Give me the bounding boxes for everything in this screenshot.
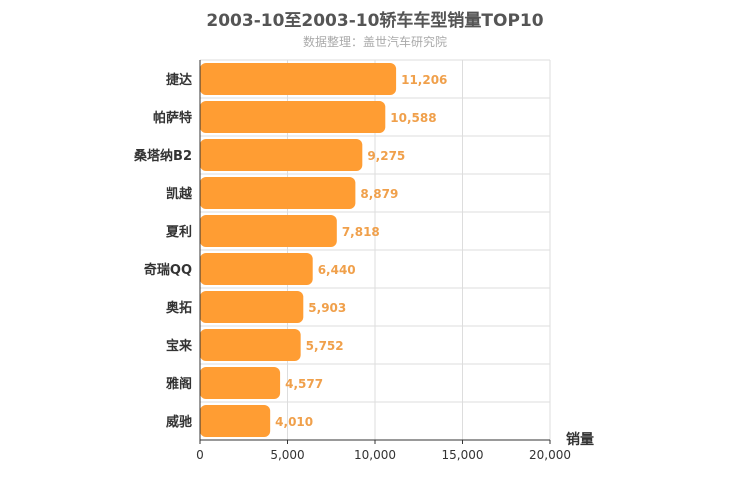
data-label: 5,903: [308, 301, 346, 315]
x-axis-title: 销量: [566, 431, 594, 448]
data-label: 9,275: [367, 149, 405, 163]
category-label: 桑塔纳B2: [133, 148, 192, 164]
x-tick-label: 5,000: [270, 448, 304, 462]
data-label: 8,879: [360, 187, 398, 201]
data-label: 10,588: [390, 111, 436, 125]
bar: [200, 63, 397, 95]
chart-subtitle: 数据整理：盖世汽车研究院: [302, 35, 447, 49]
bar: [200, 101, 386, 133]
x-tick-label: 10,000: [354, 448, 396, 462]
x-tick-label: 15,000: [442, 448, 484, 462]
data-label: 6,440: [318, 263, 356, 277]
chart-title: 2003-10至2003-10轿车车型销量TOP10: [206, 11, 544, 31]
data-label: 7,818: [342, 225, 380, 239]
bar: [200, 367, 281, 399]
bar: [200, 177, 356, 209]
bar: [200, 139, 363, 171]
bar: [200, 253, 313, 285]
bar: [200, 291, 304, 323]
category-label: 帕萨特: [153, 110, 192, 126]
data-label: 4,010: [275, 415, 313, 429]
category-label: 夏利: [165, 224, 192, 240]
category-label: 宝来: [166, 338, 193, 354]
bar: [200, 215, 337, 247]
category-label: 凯越: [166, 186, 193, 202]
data-label: 11,206: [401, 73, 447, 87]
data-label: 5,752: [306, 339, 344, 353]
category-label: 奥拓: [166, 300, 192, 316]
bar: [200, 329, 301, 361]
data-label: 4,577: [285, 377, 323, 391]
category-label: 奇瑞QQ: [144, 262, 192, 278]
x-tick-label: 20,000: [529, 448, 571, 462]
bar: [200, 405, 271, 437]
category-label: 威驰: [166, 414, 192, 430]
category-label: 捷达: [166, 72, 192, 88]
category-label: 雅阁: [166, 376, 192, 392]
x-tick-label: 0: [196, 448, 204, 462]
